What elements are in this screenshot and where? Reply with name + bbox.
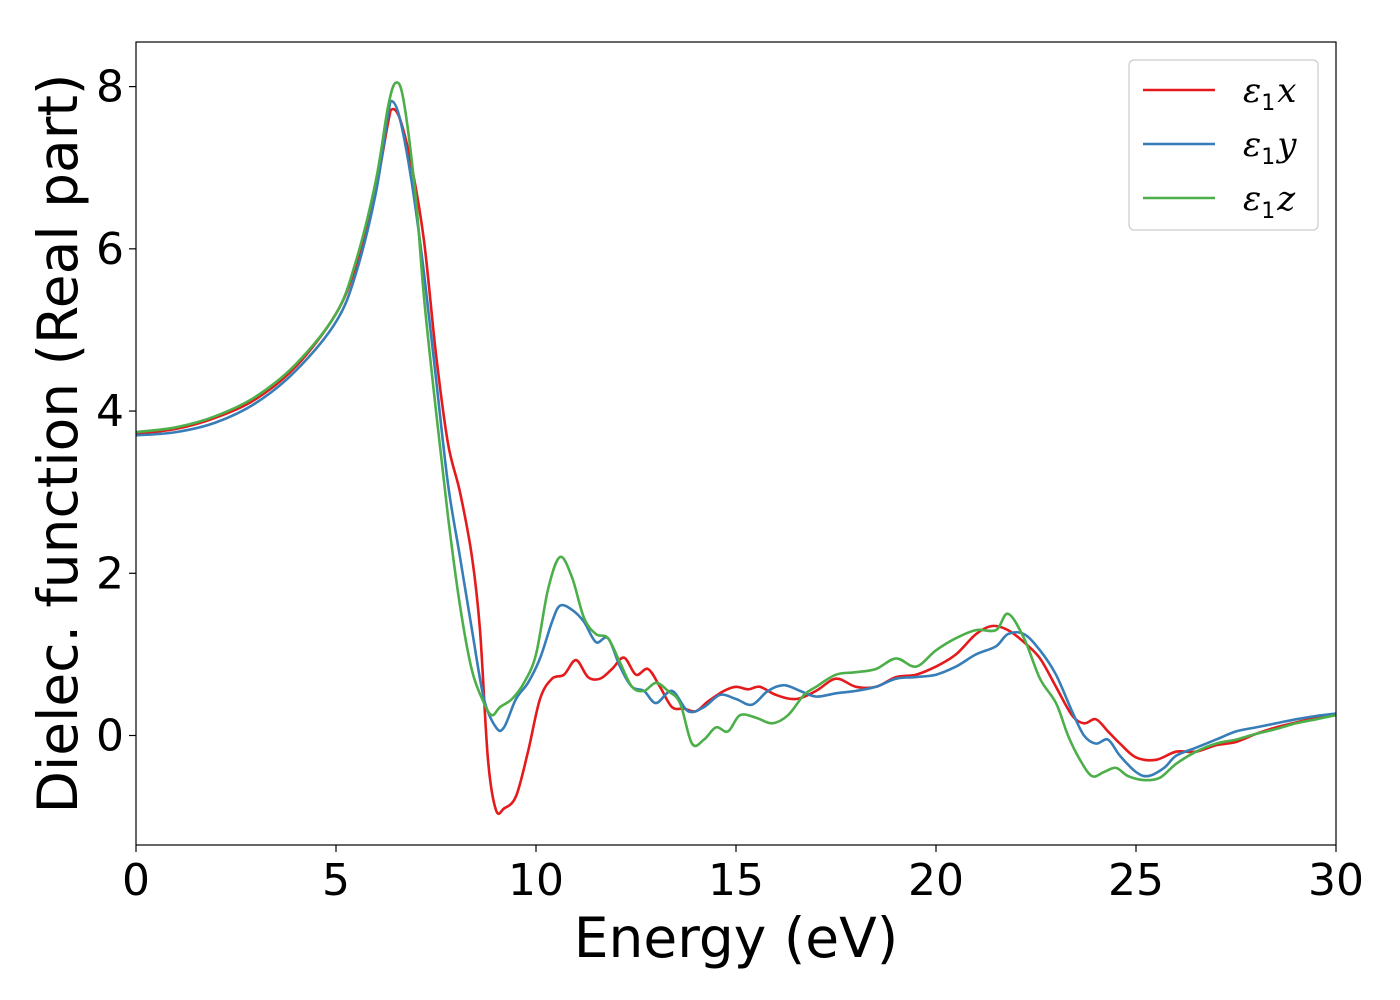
x-tick-label: 0 bbox=[122, 855, 150, 906]
legend-label: ε1z bbox=[1243, 179, 1296, 224]
x-tick-label: 20 bbox=[908, 855, 964, 906]
x-axis-ticks: 0 5 10 15 20 25 30 bbox=[122, 845, 1364, 906]
legend-label: ε1y bbox=[1243, 125, 1297, 170]
x-tick-label: 25 bbox=[1108, 855, 1164, 906]
x-axis-title: Energy (eV) bbox=[574, 906, 898, 970]
series-line-2 bbox=[136, 81, 1336, 782]
x-tick-label: 5 bbox=[322, 855, 350, 906]
y-tick-label: 4 bbox=[96, 386, 124, 437]
y-axis-title: Dielec. function (Real part) bbox=[26, 74, 90, 814]
x-tick-label: 10 bbox=[508, 855, 564, 906]
series-group bbox=[136, 81, 1336, 816]
legend: ε1x ε1y ε1z bbox=[1128, 59, 1319, 231]
legend-frame bbox=[1128, 59, 1319, 231]
x-tick-label: 30 bbox=[1308, 855, 1364, 906]
y-tick-label: 6 bbox=[96, 224, 124, 275]
y-tick-label: 8 bbox=[96, 62, 124, 113]
y-tick-label: 2 bbox=[96, 548, 124, 599]
legend-label: ε1x bbox=[1243, 71, 1296, 116]
y-tick-label: 0 bbox=[96, 711, 124, 762]
x-tick-label: 15 bbox=[708, 855, 764, 906]
y-axis-ticks: 0 2 4 6 8 bbox=[96, 62, 136, 762]
